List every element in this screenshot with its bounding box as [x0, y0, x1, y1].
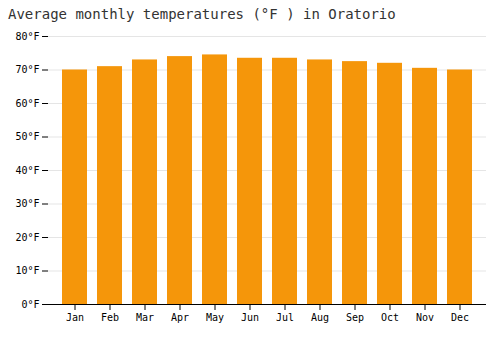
html-text:Average monthly temperatures (: Average monthly temperatures (°F ) in Or… — [8, 6, 396, 22]
svg-text:Nov: Nov — [416, 312, 434, 323]
svg-text:60°F: 60°F — [15, 98, 39, 109]
svg-text:20°F: 20°F — [15, 232, 39, 243]
svg-text:40°F: 40°F — [15, 165, 39, 176]
svg-text:Jan: Jan — [66, 312, 84, 323]
svg-text:30°F: 30°F — [15, 198, 39, 209]
svg-text:Jun: Jun — [241, 312, 259, 323]
svg-text:May: May — [206, 312, 224, 323]
svg-text:0°F: 0°F — [21, 299, 39, 310]
svg-text:50°F: 50°F — [15, 131, 39, 142]
svg-text:Dec: Dec — [451, 312, 469, 323]
svg-text:70°F: 70°F — [15, 64, 39, 75]
svg-text:Aug: Aug — [311, 312, 329, 323]
svg-text:Feb: Feb — [101, 312, 119, 323]
svg-text:10°F: 10°F — [15, 265, 39, 276]
svg-text:Oct: Oct — [381, 312, 399, 323]
svg-text:Sep: Sep — [346, 312, 364, 323]
svg-text:80°F: 80°F — [15, 31, 39, 42]
svg-text:Mar: Mar — [136, 312, 154, 323]
svg-text:Apr: Apr — [171, 312, 189, 323]
svg-text:Jul: Jul — [276, 312, 294, 323]
